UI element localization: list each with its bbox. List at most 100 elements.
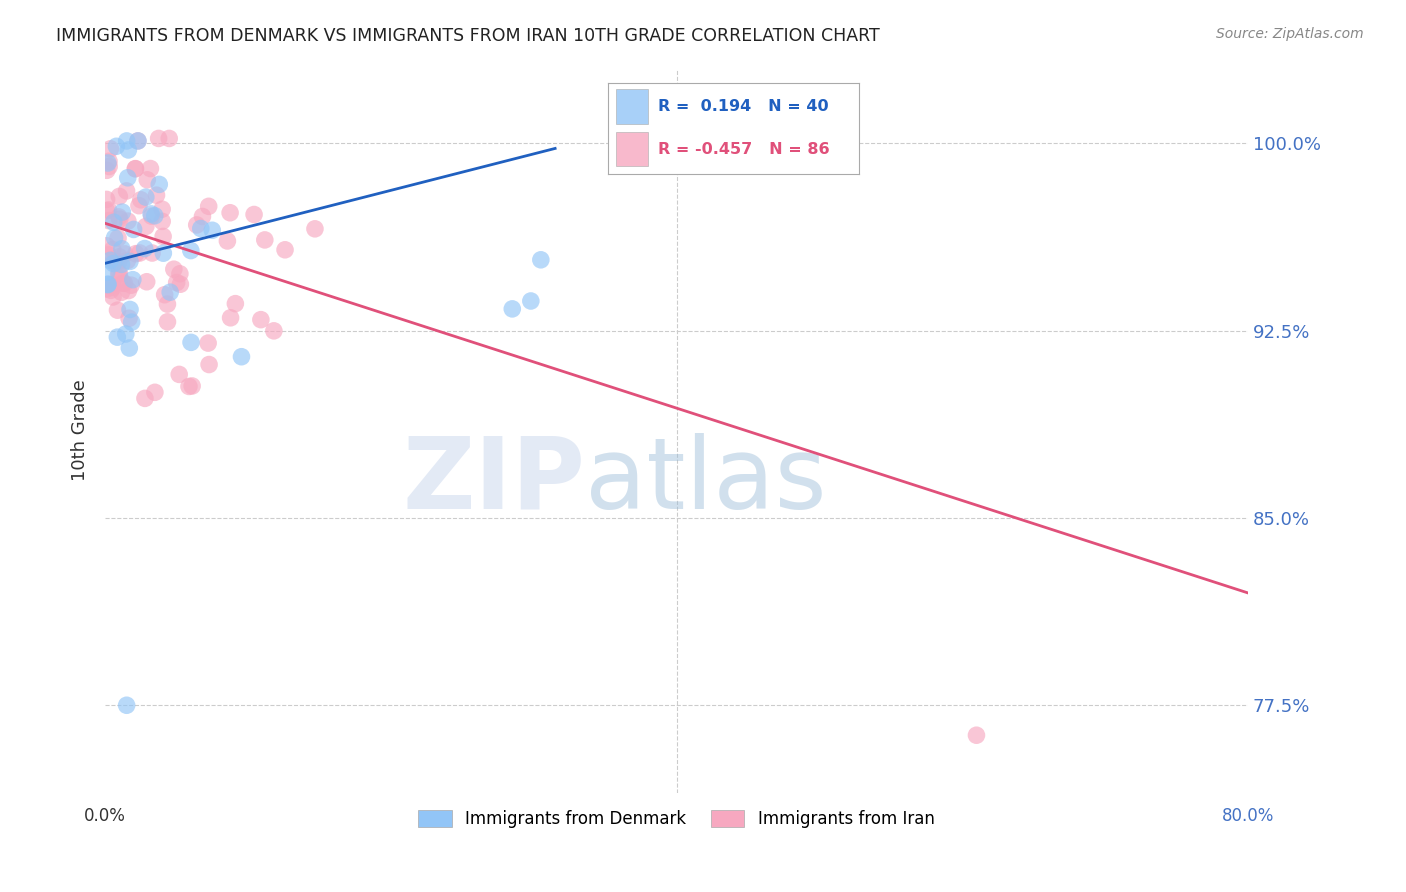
Point [120, 278, 142, 293]
Point [97, 277, 120, 292]
Point [965, 728, 987, 742]
Point [108, 189, 131, 203]
Point [103, 256, 125, 270]
Point [134, 242, 156, 256]
Point [115, 698, 138, 713]
Point [217, 234, 239, 248]
Point [107, 267, 129, 281]
Point [105, 330, 128, 344]
Point [111, 205, 134, 219]
Point [128, 246, 150, 260]
Point [108, 212, 131, 227]
Point [111, 277, 134, 291]
Text: ZIP: ZIP [402, 433, 585, 530]
Text: 80.0%: 80.0% [1222, 807, 1274, 825]
Point [97, 202, 120, 217]
Point [96, 203, 118, 218]
Point [159, 285, 181, 300]
Point [197, 199, 219, 213]
Point [530, 252, 553, 267]
Point [124, 161, 146, 176]
Point [198, 358, 221, 372]
Point [219, 206, 242, 220]
Point [101, 280, 124, 294]
Point [190, 221, 212, 235]
Point [197, 336, 219, 351]
Point [139, 161, 162, 176]
Point [96, 193, 118, 207]
Point [100, 284, 122, 298]
Point [114, 326, 136, 341]
Point [124, 161, 146, 176]
Point [143, 385, 166, 400]
Point [118, 302, 141, 317]
Point [96, 282, 118, 296]
Point [97, 213, 120, 227]
Point [125, 246, 148, 260]
Point [97, 156, 120, 170]
Point [121, 315, 143, 329]
Point [139, 207, 162, 221]
Point [163, 262, 186, 277]
Point [122, 222, 145, 236]
Point [135, 219, 157, 234]
Point [103, 253, 125, 268]
Point [166, 276, 188, 290]
Point [152, 246, 174, 260]
Point [153, 287, 176, 301]
Point [145, 188, 167, 202]
Point [118, 311, 141, 326]
Text: IMMIGRANTS FROM DENMARK VS IMMIGRANTS FROM IRAN 10TH GRADE CORRELATION CHART: IMMIGRANTS FROM DENMARK VS IMMIGRANTS FR… [56, 27, 880, 45]
Point [253, 233, 276, 247]
Point [128, 199, 150, 213]
Point [243, 207, 266, 221]
Point [169, 267, 191, 281]
Point [148, 131, 170, 145]
Point [117, 253, 139, 268]
Y-axis label: 10th Grade: 10th Grade [72, 380, 89, 482]
Point [167, 368, 190, 382]
Point [148, 178, 170, 192]
Point [101, 290, 124, 304]
Point [117, 214, 139, 228]
Text: atlas: atlas [585, 433, 827, 530]
Point [107, 254, 129, 268]
Point [103, 231, 125, 245]
Point [105, 139, 128, 153]
Point [127, 134, 149, 148]
Point [156, 297, 179, 311]
Point [103, 215, 125, 229]
Point [114, 277, 136, 291]
Point [250, 312, 273, 326]
Point [96, 163, 118, 178]
Point [143, 209, 166, 223]
Point [180, 244, 202, 258]
Point [186, 218, 208, 232]
Point [134, 392, 156, 406]
Point [117, 284, 139, 298]
Point [501, 301, 523, 316]
Point [98, 253, 121, 268]
Point [520, 293, 543, 308]
Point [263, 324, 285, 338]
Point [135, 190, 157, 204]
Point [107, 231, 129, 245]
Point [224, 296, 246, 310]
Point [304, 222, 326, 236]
Point [118, 341, 141, 355]
Point [100, 142, 122, 156]
Point [104, 257, 127, 271]
Point [150, 202, 173, 217]
Point [127, 134, 149, 148]
Point [117, 170, 139, 185]
Legend: Immigrants from Denmark, Immigrants from Iran: Immigrants from Denmark, Immigrants from… [412, 804, 942, 835]
Point [110, 285, 132, 300]
Point [141, 246, 163, 260]
Point [181, 379, 204, 393]
Point [156, 315, 179, 329]
Point [98, 160, 121, 174]
Point [152, 229, 174, 244]
Point [180, 335, 202, 350]
Point [118, 254, 141, 268]
Point [177, 379, 200, 393]
